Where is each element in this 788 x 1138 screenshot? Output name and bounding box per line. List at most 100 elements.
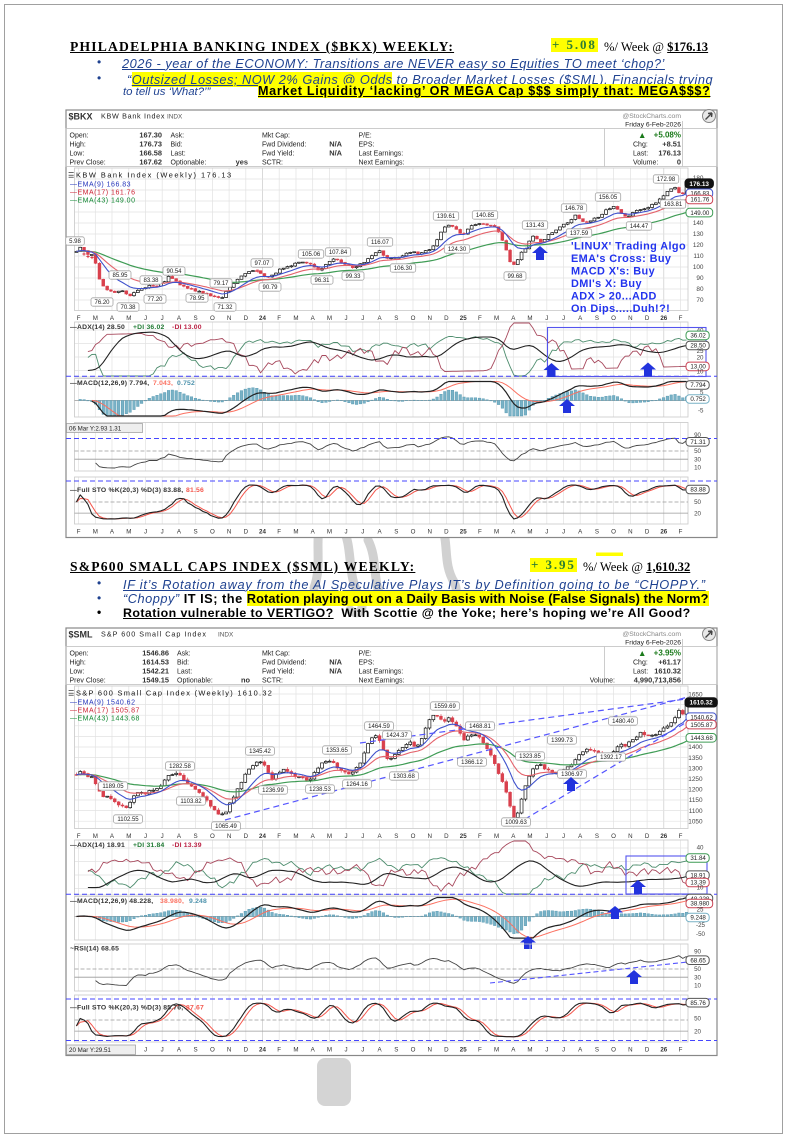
svg-text:O: O xyxy=(611,1047,616,1054)
svg-text:D: D xyxy=(645,833,650,840)
svg-text:M: M xyxy=(494,315,499,322)
svg-text:30: 30 xyxy=(694,974,701,981)
svg-text:$SML: $SML xyxy=(69,630,94,640)
svg-text:J: J xyxy=(545,833,548,840)
svg-text:1009.63: 1009.63 xyxy=(505,820,527,826)
svg-text:20: 20 xyxy=(697,355,704,362)
svg-text:Friday 6-Feb-2026: Friday 6-Feb-2026 xyxy=(625,640,681,647)
svg-text:Fwd Dividend:: Fwd Dividend: xyxy=(262,142,306,149)
svg-text:F: F xyxy=(77,529,81,536)
svg-text:INDX: INDX xyxy=(167,114,183,121)
svg-text:@StockCharts.com: @StockCharts.com xyxy=(622,113,681,120)
svg-text:Prev Close:: Prev Close: xyxy=(70,678,106,685)
svg-text:▲: ▲ xyxy=(638,648,646,658)
svg-text:0: 0 xyxy=(677,158,681,167)
svg-text:Fwd Yield:: Fwd Yield: xyxy=(262,669,294,676)
svg-text:70.38: 70.38 xyxy=(120,305,136,311)
svg-text:+DI 36.02: +DI 36.02 xyxy=(133,324,164,331)
svg-text:F: F xyxy=(478,529,482,536)
svg-text:S: S xyxy=(194,1047,198,1054)
svg-text:F: F xyxy=(478,1047,482,1054)
svg-text:M: M xyxy=(494,833,499,840)
svg-text:F: F xyxy=(679,1047,683,1054)
svg-text:J: J xyxy=(345,833,348,840)
svg-text:S: S xyxy=(394,315,398,322)
svg-text:13.00: 13.00 xyxy=(690,364,706,371)
svg-text:O: O xyxy=(210,529,215,536)
svg-text:+8.51: +8.51 xyxy=(662,140,681,149)
svg-text:77.20: 77.20 xyxy=(147,297,163,303)
svg-text:99.68: 99.68 xyxy=(507,274,523,280)
svg-text:D: D xyxy=(645,1047,650,1054)
svg-text:1100: 1100 xyxy=(689,808,703,815)
svg-text:1306.97: 1306.97 xyxy=(561,772,583,778)
svg-text:A: A xyxy=(511,529,516,536)
svg-text:38.980,: 38.980, xyxy=(160,898,184,905)
svg-text:1250: 1250 xyxy=(688,776,703,783)
svg-text:1102.55: 1102.55 xyxy=(117,817,139,823)
svg-text:D: D xyxy=(444,315,449,322)
svg-text:166.58: 166.58 xyxy=(139,149,162,158)
svg-text:ADX > 20...ADD: ADX > 20...ADD xyxy=(571,291,657,303)
svg-text:83.38: 83.38 xyxy=(143,278,159,284)
svg-text:N: N xyxy=(628,1047,632,1054)
svg-text:N: N xyxy=(628,315,632,322)
svg-text:N: N xyxy=(427,315,431,322)
svg-text:Fwd Dividend:: Fwd Dividend: xyxy=(262,660,306,667)
svg-text:A: A xyxy=(110,315,115,322)
svg-text:Optionable:: Optionable: xyxy=(177,678,213,685)
svg-text:—EMA(9) 166.83: —EMA(9) 166.83 xyxy=(70,182,131,189)
svg-text:137.59: 137.59 xyxy=(570,231,589,237)
svg-text:1650: 1650 xyxy=(688,691,703,698)
svg-text:SCTR:: SCTR: xyxy=(262,160,283,167)
svg-text:P/E:: P/E: xyxy=(359,651,372,658)
svg-text:10: 10 xyxy=(694,983,701,990)
svg-text:MACD X's: Buy: MACD X's: Buy xyxy=(571,266,655,278)
svg-text:—EMA(9) 1540.62: —EMA(9) 1540.62 xyxy=(70,700,135,707)
svg-text:P/E:: P/E: xyxy=(359,133,372,140)
svg-text:-25: -25 xyxy=(696,922,706,929)
svg-text:O: O xyxy=(411,1047,416,1054)
svg-text:J: J xyxy=(545,529,548,536)
svg-text:J: J xyxy=(144,833,147,840)
svg-text:24: 24 xyxy=(259,833,266,840)
svg-text:116.07: 116.07 xyxy=(371,240,390,246)
svg-text:1282.58: 1282.58 xyxy=(169,764,191,770)
svg-text:0.752: 0.752 xyxy=(177,380,195,387)
svg-text:F: F xyxy=(277,529,281,536)
svg-text:@StockCharts.com: @StockCharts.com xyxy=(622,631,681,638)
svg-text:9.248: 9.248 xyxy=(189,898,207,905)
svg-text:A: A xyxy=(311,529,316,536)
svg-text:A: A xyxy=(511,833,516,840)
svg-text:J: J xyxy=(161,529,164,536)
svg-text:24: 24 xyxy=(259,529,266,536)
svg-text:71.32: 71.32 xyxy=(217,305,233,311)
svg-text:Open:: Open: xyxy=(70,133,89,140)
svg-text:J: J xyxy=(361,529,364,536)
svg-text:1303.68: 1303.68 xyxy=(393,774,415,780)
svg-text:M: M xyxy=(293,1047,298,1054)
svg-text:Last:: Last: xyxy=(633,151,648,158)
svg-text:M: M xyxy=(293,529,298,536)
svg-text:1353.65: 1353.65 xyxy=(326,748,348,754)
svg-text:A: A xyxy=(578,529,583,536)
svg-text:D: D xyxy=(444,529,449,536)
svg-text:31.84: 31.84 xyxy=(690,855,706,862)
svg-text:10: 10 xyxy=(697,885,704,892)
svg-text:26: 26 xyxy=(660,529,667,536)
svg-text:J: J xyxy=(562,315,565,322)
svg-text:18.91: 18.91 xyxy=(690,872,706,879)
svg-text:S: S xyxy=(595,833,599,840)
svg-text:Low:: Low: xyxy=(70,669,85,676)
svg-text:J: J xyxy=(545,315,548,322)
svg-text:O: O xyxy=(210,315,215,322)
svg-text:S&P 600 Small Cap Index (Weekl: S&P 600 Small Cap Index (Weekly) 1610.32 xyxy=(76,689,273,698)
svg-text:90: 90 xyxy=(696,275,704,282)
svg-text:M: M xyxy=(93,529,98,536)
svg-text:10: 10 xyxy=(694,465,701,472)
svg-text:100: 100 xyxy=(693,264,704,271)
svg-text:1345.42: 1345.42 xyxy=(249,749,271,755)
svg-text:M: M xyxy=(93,833,98,840)
svg-text:139.61: 139.61 xyxy=(437,214,456,220)
svg-text:J: J xyxy=(361,833,364,840)
